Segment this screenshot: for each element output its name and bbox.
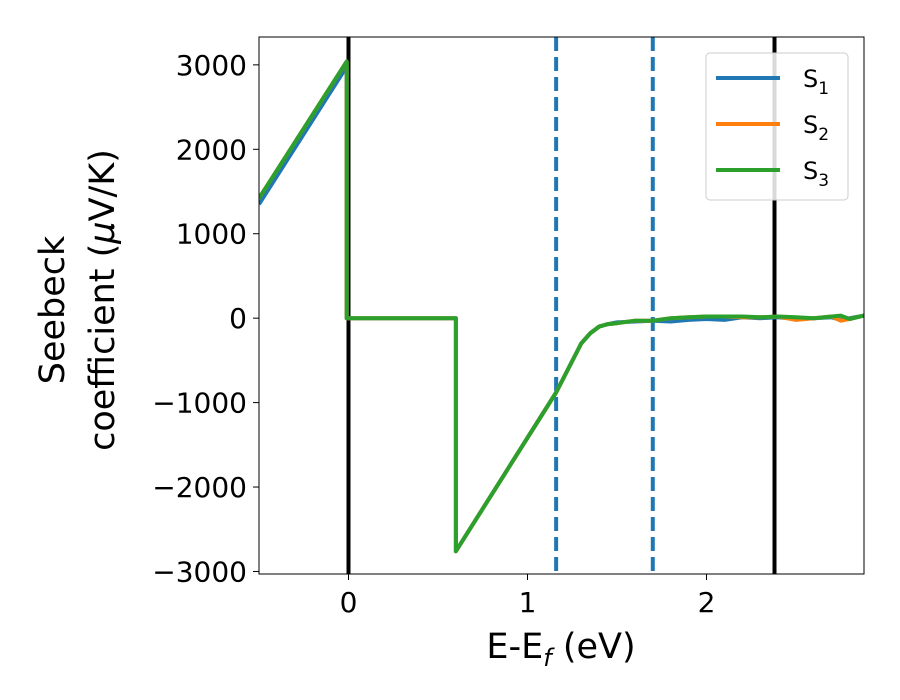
- y-tick-label: 1000: [176, 218, 247, 251]
- y-tick-label: 0: [229, 302, 247, 335]
- y-tick-label: 2000: [176, 133, 247, 166]
- plot-frame: [258, 36, 865, 575]
- legend-label-s1: S1: [803, 65, 829, 99]
- x-tick-label: 0: [340, 586, 358, 619]
- y-axis-label-line2: coefficient (μV/K): [83, 149, 123, 451]
- legend-label-s3: S3: [803, 157, 829, 191]
- x-tick-label: 1: [519, 586, 537, 619]
- legend-label-s2: S2: [803, 111, 829, 145]
- series-line-s3: [259, 59, 864, 554]
- y-tick-label: −3000: [152, 555, 247, 588]
- y-axis-label-line1: Seebeck: [33, 235, 73, 384]
- legend-box: [705, 52, 849, 201]
- x-axis-label: E-Ef (eV): [486, 627, 635, 672]
- axes-layer: 0 1 2 −3000 −2000 −1000 0 1000 2000 3000: [152, 36, 865, 619]
- x-tick-label: 2: [698, 586, 716, 619]
- legend: S1 S2 S3: [705, 52, 849, 201]
- y-tick-label: −1000: [152, 387, 247, 420]
- y-tick-label: 3000: [176, 49, 247, 82]
- y-tick-label: −2000: [152, 471, 247, 504]
